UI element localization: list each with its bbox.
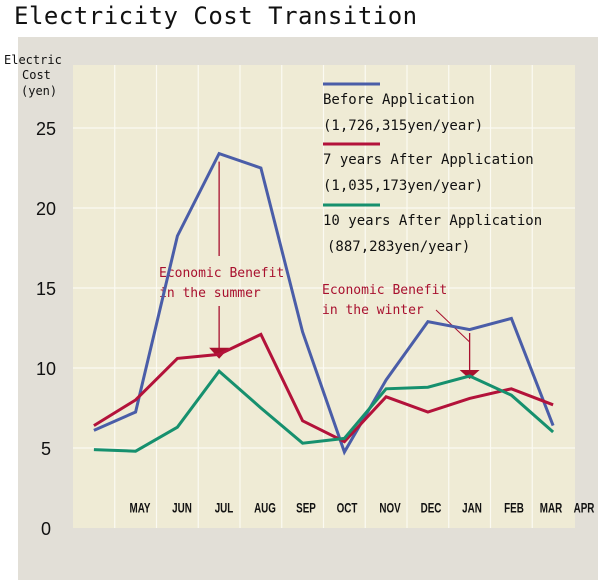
x-tick-label: MAR — [540, 500, 563, 516]
y-tick-label: 20 — [36, 199, 56, 219]
winter-annotation-text: in the winter — [322, 303, 424, 318]
y-tick-label: 25 — [36, 119, 56, 139]
x-tick-label: SEP — [296, 500, 316, 516]
legend-label: Before Application — [323, 92, 475, 108]
x-ticks: MAY JUN JUL AUG SEP OCT NOV DEC JAN FEB MAR APR — [130, 500, 595, 516]
series-line-3 — [93, 368, 555, 453]
chart-title: Electricity Cost Transition — [14, 2, 418, 30]
summer-annotation-text: in the summer — [159, 286, 261, 301]
x-tick-label: DEC — [421, 500, 442, 516]
x-tick-label: JUN — [172, 500, 192, 516]
x-tick-label: AUG — [254, 500, 276, 516]
legend-subtitle: (1,035,173yen/year) — [323, 178, 483, 194]
legend-label: 10 years After Application — [323, 213, 542, 229]
gridlines — [73, 65, 575, 528]
y-tick-label: 15 — [36, 279, 56, 299]
summer-annotation-text: Economic Benefit — [159, 266, 284, 281]
x-tick-label: APR — [574, 500, 595, 516]
legend-label: 7 years After Application — [323, 152, 534, 168]
winter-annotation-text: Economic Benefit — [322, 283, 447, 298]
x-tick-label: NOV — [379, 500, 400, 516]
y-tick-label: 10 — [36, 359, 56, 379]
y-axis-label-line: (yen) — [21, 84, 57, 98]
x-tick-label: MAY — [130, 500, 151, 516]
x-tick-label: JUL — [215, 500, 234, 516]
x-tick-label: FEB — [504, 500, 524, 516]
annotations: Economic Benefit in the summer Economic Be… — [159, 161, 480, 379]
y-tick-label: 0 — [41, 519, 51, 539]
x-tick-label: JAN — [462, 500, 482, 516]
legend-subtitle: (1,726,315yen/year) — [323, 118, 483, 134]
y-ticks: 0 5 10 15 20 25 — [36, 119, 56, 539]
y-axis-label-line: Electric — [4, 53, 62, 67]
series-line-2 — [93, 332, 554, 444]
series-line-1 — [93, 151, 555, 456]
series-lines — [93, 151, 555, 456]
y-axis-label-line: Cost — [22, 68, 51, 82]
legend: Before Application (1,726,315yen/year) 7 y… — [323, 82, 542, 255]
legend-subtitle: (887,283yen/year) — [327, 239, 470, 255]
x-tick-label: OCT — [337, 500, 358, 516]
y-tick-label: 5 — [41, 439, 51, 459]
